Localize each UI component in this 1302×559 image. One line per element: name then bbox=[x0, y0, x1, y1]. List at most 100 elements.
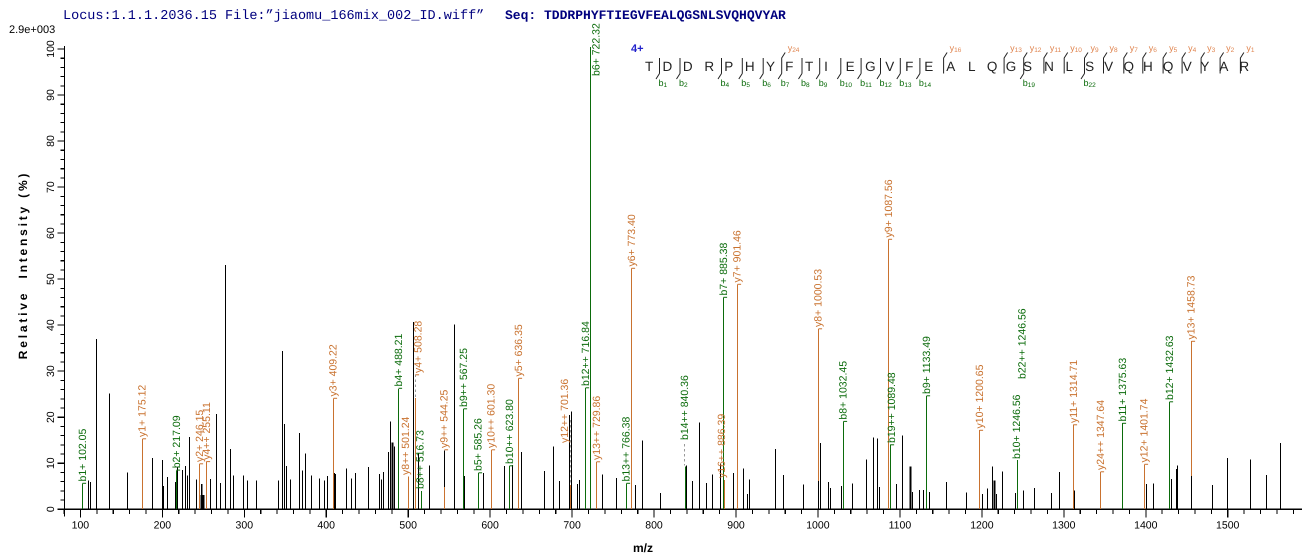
svg-text:800: 800 bbox=[645, 520, 663, 532]
svg-text:b9++ 567.25: b9++ 567.25 bbox=[458, 348, 470, 407]
svg-text:b9+ 1133.49: b9+ 1133.49 bbox=[921, 336, 933, 394]
svg-text:y1+ 175.12: y1+ 175.12 bbox=[136, 385, 148, 437]
svg-text:E: E bbox=[846, 59, 855, 74]
svg-text:b12++ 716.84: b12++ 716.84 bbox=[580, 321, 592, 386]
svg-text:y9+ 1087.56: y9+ 1087.56 bbox=[883, 179, 895, 237]
svg-text:A: A bbox=[946, 59, 955, 74]
svg-text:b12: b12 bbox=[880, 78, 893, 89]
svg-text:y8+ 1000.53: y8+ 1000.53 bbox=[813, 269, 825, 327]
svg-text:b1+ 102.05: b1+ 102.05 bbox=[77, 428, 89, 481]
svg-text:y3+ 409.22: y3+ 409.22 bbox=[328, 344, 340, 396]
svg-text:y3: y3 bbox=[1207, 43, 1216, 54]
svg-text:60: 60 bbox=[45, 227, 57, 239]
svg-text:y4+ 508.28: y4+ 508.28 bbox=[412, 321, 424, 373]
svg-text:y8++ 501.24: y8++ 501.24 bbox=[400, 416, 412, 475]
svg-text:y16++ 886.39: y16++ 886.39 bbox=[716, 414, 728, 478]
svg-text:y12+ 1401.74: y12+ 1401.74 bbox=[1139, 398, 1151, 462]
svg-text:b6+ 722.32: b6+ 722.32 bbox=[591, 23, 603, 76]
svg-text:b19++ 1089.48: b19++ 1089.48 bbox=[886, 372, 898, 443]
svg-text:E: E bbox=[924, 59, 933, 74]
svg-text:L: L bbox=[968, 59, 976, 74]
svg-text:S: S bbox=[1085, 59, 1094, 74]
svg-text:y13++ 729.86: y13++ 729.86 bbox=[591, 396, 603, 460]
svg-text:I: I bbox=[824, 59, 828, 74]
svg-text:y8: y8 bbox=[1110, 43, 1119, 54]
svg-text:F: F bbox=[905, 59, 913, 74]
svg-text:b8: b8 bbox=[801, 78, 810, 89]
svg-text:900: 900 bbox=[727, 520, 745, 532]
svg-text:1200: 1200 bbox=[970, 520, 994, 532]
svg-text:y11: y11 bbox=[1050, 43, 1062, 54]
svg-text:b11+ 1375.63: b11+ 1375.63 bbox=[1117, 358, 1129, 422]
svg-text:S: S bbox=[1023, 59, 1032, 74]
svg-text:30: 30 bbox=[45, 365, 57, 377]
svg-text:H: H bbox=[1143, 59, 1153, 74]
svg-text:b2: b2 bbox=[679, 78, 688, 89]
svg-text:N: N bbox=[1044, 59, 1054, 74]
svg-text:y13+ 1458.73: y13+ 1458.73 bbox=[1185, 275, 1197, 339]
svg-text:Seq: TDDRPHYFTIEGVFEALQGSNLSVQ: Seq: TDDRPHYFTIEGVFEALQGSNLSVQHQVYAR bbox=[505, 8, 786, 23]
svg-text:y5: y5 bbox=[1169, 43, 1178, 54]
svg-text:y4++ 255.11: y4++ 255.11 bbox=[201, 402, 213, 460]
svg-text:Q: Q bbox=[987, 59, 998, 74]
svg-text:b1: b1 bbox=[659, 78, 668, 89]
svg-text:b14++ 840.36: b14++ 840.36 bbox=[679, 375, 691, 440]
svg-text:G: G bbox=[865, 59, 876, 74]
svg-text:700: 700 bbox=[563, 520, 581, 532]
svg-text:Y: Y bbox=[766, 59, 775, 74]
svg-text:y24++ 1347.64: y24++ 1347.64 bbox=[1095, 400, 1107, 470]
svg-text:600: 600 bbox=[481, 520, 499, 532]
svg-text:b19: b19 bbox=[1023, 78, 1036, 89]
svg-text:F: F bbox=[785, 59, 793, 74]
svg-text:y24: y24 bbox=[788, 43, 800, 54]
svg-text:90: 90 bbox=[45, 89, 57, 101]
svg-text:P: P bbox=[724, 59, 733, 74]
svg-text:400: 400 bbox=[317, 520, 335, 532]
svg-text:Y: Y bbox=[1200, 59, 1209, 74]
svg-text:y4: y4 bbox=[1188, 43, 1197, 54]
svg-text:b8++ 516.73: b8++ 516.73 bbox=[415, 430, 427, 489]
svg-text:80: 80 bbox=[45, 135, 57, 147]
svg-text:200: 200 bbox=[154, 520, 172, 532]
svg-text:b11: b11 bbox=[860, 78, 872, 89]
svg-text:300: 300 bbox=[236, 520, 254, 532]
svg-text:y10+ 1200.65: y10+ 1200.65 bbox=[974, 364, 986, 428]
svg-text:10: 10 bbox=[45, 457, 57, 469]
svg-text:50: 50 bbox=[45, 273, 57, 285]
svg-text:y12++ 701.36: y12++ 701.36 bbox=[559, 379, 571, 443]
svg-text:1400: 1400 bbox=[1134, 520, 1158, 532]
svg-text:20: 20 bbox=[45, 411, 57, 423]
svg-text:500: 500 bbox=[399, 520, 417, 532]
svg-text:1500: 1500 bbox=[1216, 520, 1240, 532]
svg-text:b5: b5 bbox=[741, 78, 750, 89]
svg-text:2.9e+003: 2.9e+003 bbox=[9, 24, 55, 36]
svg-text:b14: b14 bbox=[919, 78, 932, 89]
svg-text:b10: b10 bbox=[840, 78, 853, 89]
svg-text:L: L bbox=[1066, 59, 1074, 74]
svg-text:b4: b4 bbox=[721, 78, 730, 89]
svg-text:V: V bbox=[1104, 59, 1113, 74]
svg-text:G: G bbox=[1006, 59, 1017, 74]
svg-text:H: H bbox=[745, 59, 755, 74]
svg-text:y16: y16 bbox=[950, 43, 962, 54]
svg-text:Locus:1.1.1.2036.15 File:”jiao: Locus:1.1.1.2036.15 File:”jiaomu_166mix_… bbox=[63, 9, 484, 24]
svg-text:y12: y12 bbox=[1030, 43, 1042, 54]
svg-text:y1: y1 bbox=[1246, 43, 1255, 54]
svg-text:D: D bbox=[663, 59, 673, 74]
svg-text:1100: 1100 bbox=[889, 520, 912, 532]
svg-text:V: V bbox=[1183, 59, 1192, 74]
svg-text:b8+ 1032.45: b8+ 1032.45 bbox=[837, 361, 849, 420]
svg-text:b6: b6 bbox=[762, 78, 771, 89]
svg-text:V: V bbox=[885, 59, 894, 74]
svg-text:y6: y6 bbox=[1149, 43, 1158, 54]
svg-text:100: 100 bbox=[45, 40, 57, 58]
svg-text:b22++ 1246.56: b22++ 1246.56 bbox=[1016, 308, 1028, 379]
svg-text:y9: y9 bbox=[1091, 43, 1100, 54]
svg-text:1300: 1300 bbox=[1052, 520, 1076, 532]
svg-text:y7+ 901.46: y7+ 901.46 bbox=[731, 230, 743, 282]
svg-text:R: R bbox=[1239, 59, 1249, 74]
svg-text:y11+ 1314.71: y11+ 1314.71 bbox=[1068, 360, 1080, 423]
svg-text:y13: y13 bbox=[1010, 43, 1022, 54]
svg-text:b7+ 885.38: b7+ 885.38 bbox=[718, 242, 730, 295]
svg-text:y10: y10 bbox=[1070, 43, 1082, 54]
